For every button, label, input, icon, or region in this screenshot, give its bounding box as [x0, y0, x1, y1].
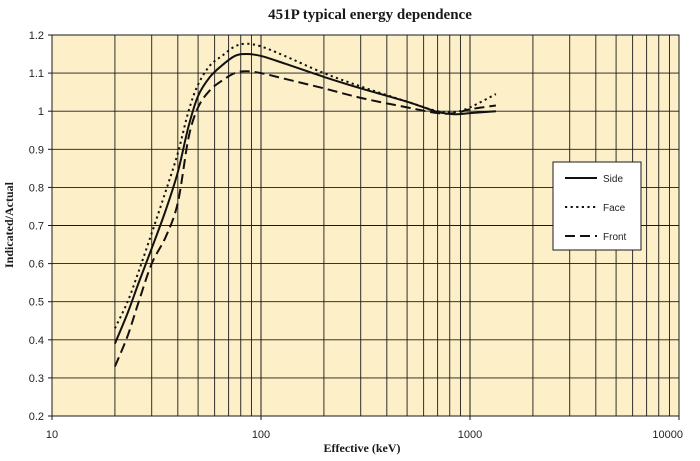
x-axis-label: Effective (keV) — [324, 441, 401, 455]
series-line-side — [113, 53, 496, 344]
y-tick-label: 1.1 — [29, 68, 44, 80]
legend-label-face: Face — [603, 203, 626, 214]
legend-label-side: Side — [603, 174, 623, 185]
y-tick-label: 0.4 — [29, 335, 44, 347]
x-tick-label: 10000 — [652, 429, 683, 441]
y-tick-label: 0.7 — [29, 221, 44, 233]
y-tick-label: 1 — [38, 106, 44, 118]
y-axis-ticks: 0.2 0.3 0.4 0.5 0.6 0.7 0.8 0.9 1 1.1 1.2 — [29, 30, 52, 423]
y-tick-label: 1.2 — [29, 30, 44, 42]
series-line-front — [113, 70, 497, 367]
y-tick-label: 0.8 — [29, 182, 44, 194]
x-tick-label: 100 — [252, 429, 270, 441]
y-tick-label: 0.6 — [29, 259, 44, 271]
y-tick-label: 0.3 — [29, 373, 44, 385]
x-axis-ticks: 10 100 1000 10000 — [46, 416, 683, 441]
legend-label-front: Front — [603, 232, 627, 243]
y-tick-label: 0.2 — [29, 411, 44, 423]
y-tick-label: 0.5 — [29, 297, 44, 309]
y-axis-label: Indicated/Actual — [2, 181, 16, 268]
series-lines — [113, 42, 497, 367]
chart-title: 451P typical energy dependence — [268, 7, 472, 23]
y-tick-label: 0.9 — [29, 144, 44, 156]
x-tick-label: 1000 — [458, 429, 482, 441]
x-tick-label: 10 — [46, 429, 58, 441]
legend: Side Face Front — [552, 161, 642, 251]
